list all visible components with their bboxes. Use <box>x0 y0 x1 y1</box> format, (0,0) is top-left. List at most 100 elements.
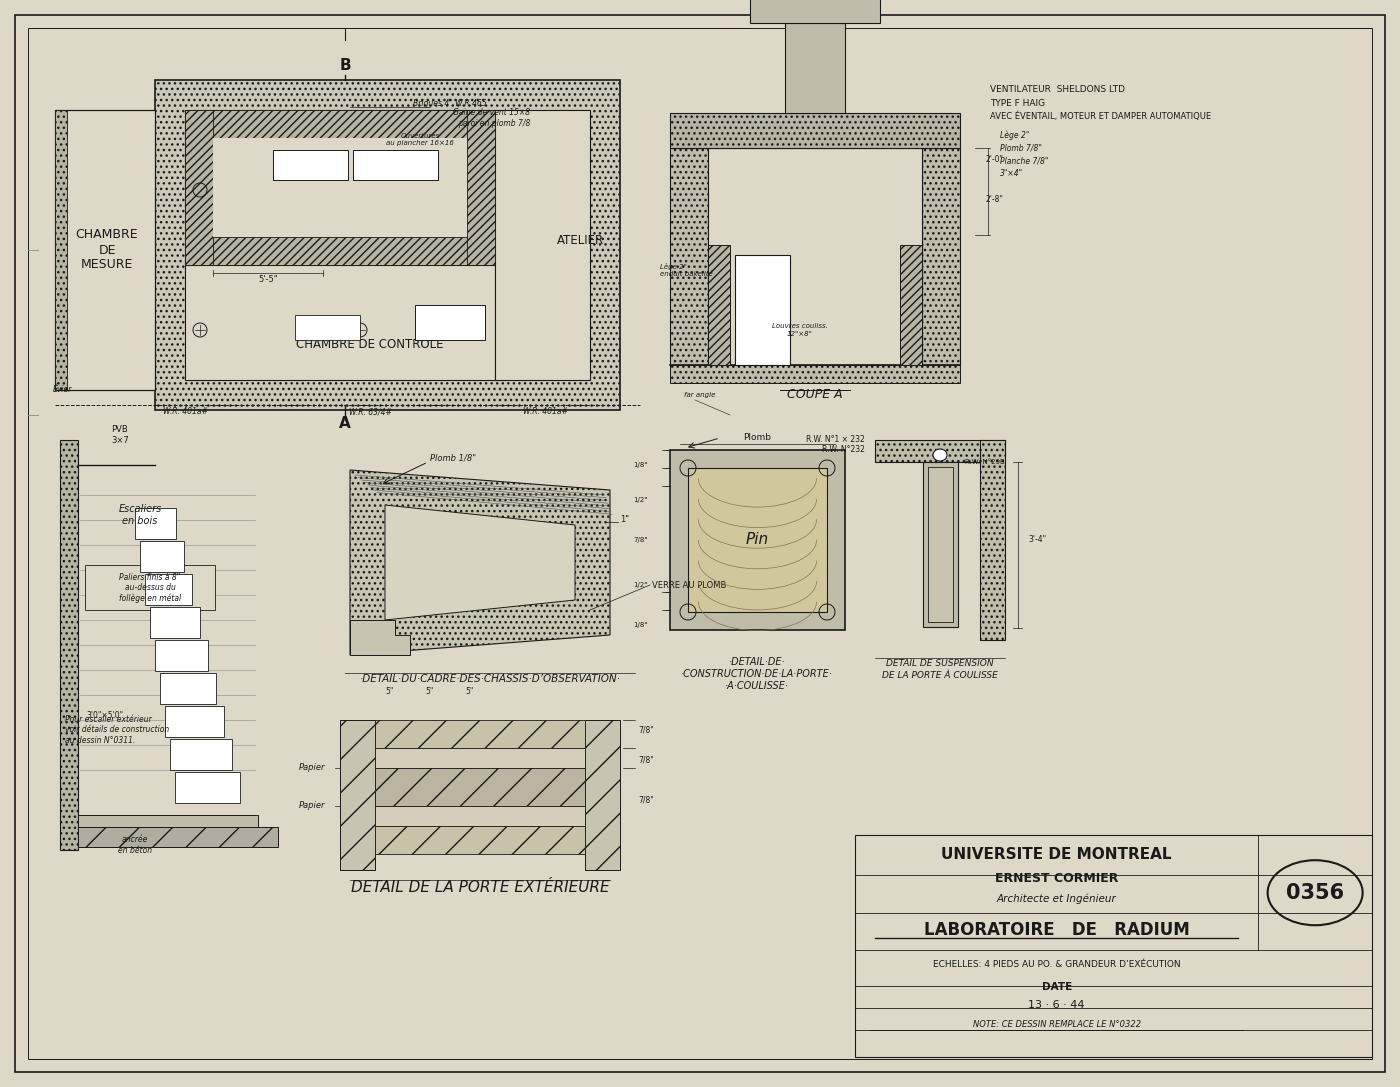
Bar <box>375 748 585 769</box>
Text: 13 · 6 · 44: 13 · 6 · 44 <box>1029 1000 1085 1010</box>
Text: AVEC ÉVENTAIL, MOTEUR ET DAMPER AUTOMATIQUE: AVEC ÉVENTAIL, MOTEUR ET DAMPER AUTOMATI… <box>990 111 1211 121</box>
Text: 2'-0": 2'-0" <box>986 155 1002 164</box>
Bar <box>55 110 67 390</box>
Bar <box>650 68 980 415</box>
Text: Pour escalier extérieur
voir détails de construction
au dessin N°0311.: Pour escalier extérieur voir détails de … <box>64 715 169 745</box>
Bar <box>708 148 923 365</box>
Text: W.R. 63/4#: W.R. 63/4# <box>349 408 392 416</box>
Text: PVB
3×7: PVB 3×7 <box>111 425 129 445</box>
Text: Pin: Pin <box>745 533 769 548</box>
Text: "FAILLA": "FAILLA" <box>377 161 414 170</box>
Bar <box>213 138 468 237</box>
Text: 7/8": 7/8" <box>633 537 648 544</box>
Bar <box>160 673 216 704</box>
Text: Escaliers
en bois: Escaliers en bois <box>119 504 161 526</box>
Text: Panneau de
contrôle: Panneau de contrôle <box>308 321 349 334</box>
Bar <box>980 440 1005 640</box>
Bar <box>585 720 620 870</box>
Bar <box>273 150 349 180</box>
Text: Lège 2"
enduit bakelité: Lège 2" enduit bakelité <box>659 263 713 277</box>
Text: DETAIL DE SUSPENSION: DETAIL DE SUSPENSION <box>886 660 994 669</box>
Text: DETAIL DE LA PORTE EXTÉRIEURE: DETAIL DE LA PORTE EXTÉRIEURE <box>350 880 609 896</box>
Bar <box>169 739 232 770</box>
Text: ancrée
en béton: ancrée en béton <box>118 835 153 854</box>
Polygon shape <box>385 505 575 620</box>
Text: ·DETAIL·DE·: ·DETAIL·DE· <box>728 657 785 667</box>
Bar <box>735 255 790 365</box>
Text: Gaine de vent 15×8
paroi en plomb 7/8: Gaine de vent 15×8 paroi en plomb 7/8 <box>452 109 531 127</box>
Text: 5'-5": 5'-5" <box>258 275 277 285</box>
Text: APPAREIL: APPAREIL <box>290 161 332 170</box>
Text: 7/8": 7/8" <box>638 796 654 804</box>
Bar <box>340 720 375 870</box>
Text: UNIVERSITE DE MONTREAL: UNIVERSITE DE MONTREAL <box>941 848 1172 862</box>
Text: W.R. 401a#: W.R. 401a# <box>162 408 207 416</box>
Text: Plomb 1/8": Plomb 1/8" <box>430 453 476 462</box>
Text: DATE: DATE <box>1042 982 1072 992</box>
Text: Planche 7/8": Planche 7/8" <box>1000 157 1049 165</box>
Text: 1/2": 1/2" <box>634 582 648 588</box>
Bar <box>185 110 496 265</box>
Text: Lège 2": Lège 2" <box>1000 130 1029 140</box>
Text: Louvres couliss.
12"×8": Louvres couliss. 12"×8" <box>771 324 827 337</box>
Text: 5": 5" <box>426 687 434 696</box>
Bar <box>900 245 923 365</box>
Text: VENTILATEUR  SHELDONS LTD: VENTILATEUR SHELDONS LTD <box>990 86 1126 95</box>
Bar <box>185 110 213 265</box>
Text: CHAMBRE
DE
MESURE: CHAMBRE DE MESURE <box>76 228 139 272</box>
Text: ECHELLES: 4 PIEDS AU PO. & GRANDEUR D’EXÉCUTION: ECHELLES: 4 PIEDS AU PO. & GRANDEUR D’EX… <box>932 961 1180 970</box>
Text: Architecte et Ingénieur: Architecte et Ingénieur <box>997 894 1117 903</box>
Bar <box>185 237 496 265</box>
Bar <box>55 110 155 390</box>
Text: A: A <box>339 415 351 430</box>
Bar <box>671 113 960 148</box>
Text: Paliers finis à 8"
au-dessus du
follège en métal: Paliers finis à 8" au-dessus du follège … <box>119 573 181 603</box>
Text: 3"×4": 3"×4" <box>1000 170 1023 178</box>
Text: COUPE A: COUPE A <box>787 388 843 401</box>
Text: Papier: Papier <box>298 763 325 773</box>
Bar <box>78 815 258 827</box>
Text: Briques 4" W.R.465: Briques 4" W.R.465 <box>413 99 487 108</box>
Text: Plomb: Plomb <box>743 434 771 442</box>
Bar <box>708 245 729 365</box>
Bar <box>155 80 620 410</box>
Bar <box>750 0 881 23</box>
Text: CHAMBRE DE CONTROLE: CHAMBRE DE CONTROLE <box>297 338 444 351</box>
Text: 1": 1" <box>620 515 629 525</box>
Bar <box>295 315 360 340</box>
Text: Compresseur: Compresseur <box>424 317 476 326</box>
Text: ATELIER: ATELIER <box>556 234 603 247</box>
Text: ·CONSTRUCTION·DE·LA·PORTE·: ·CONSTRUCTION·DE·LA·PORTE· <box>680 669 833 679</box>
Text: Ouvertures
au plancher 16×16: Ouvertures au plancher 16×16 <box>386 134 454 147</box>
Text: B: B <box>339 58 351 73</box>
Bar <box>671 450 846 630</box>
Bar <box>923 462 958 627</box>
Bar <box>671 365 960 383</box>
Text: 3'-4": 3'-4" <box>1028 536 1046 545</box>
Text: 3'0"×5'0": 3'0"×5'0" <box>87 711 123 720</box>
Text: far angle: far angle <box>685 392 715 398</box>
Text: 2'-8": 2'-8" <box>986 196 1002 204</box>
Bar <box>134 508 176 539</box>
Bar <box>140 541 183 572</box>
Bar <box>375 826 585 854</box>
Bar <box>375 769 585 805</box>
Polygon shape <box>350 470 610 655</box>
Text: 0356: 0356 <box>1287 883 1344 902</box>
Bar <box>875 440 1005 462</box>
Bar <box>175 772 239 803</box>
Text: 5": 5" <box>466 687 475 696</box>
Text: NOTE: CE DESSIN REMPLACE LE N°0322: NOTE: CE DESSIN REMPLACE LE N°0322 <box>973 1021 1141 1029</box>
Bar <box>375 720 585 748</box>
Text: Papier: Papier <box>298 801 325 811</box>
Text: 7/8": 7/8" <box>638 725 654 735</box>
Bar <box>785 23 846 113</box>
Text: 7/8": 7/8" <box>638 755 654 764</box>
Bar <box>165 705 224 737</box>
Bar <box>923 148 960 365</box>
Text: Évier: Évier <box>52 386 71 395</box>
Text: LABORATOIRE   DE   RADIUM: LABORATOIRE DE RADIUM <box>924 922 1190 939</box>
Bar <box>687 468 827 612</box>
Text: ·A·COULISSE·: ·A·COULISSE· <box>725 680 790 691</box>
Text: R.W. N°29B: R.W. N°29B <box>965 459 1005 465</box>
